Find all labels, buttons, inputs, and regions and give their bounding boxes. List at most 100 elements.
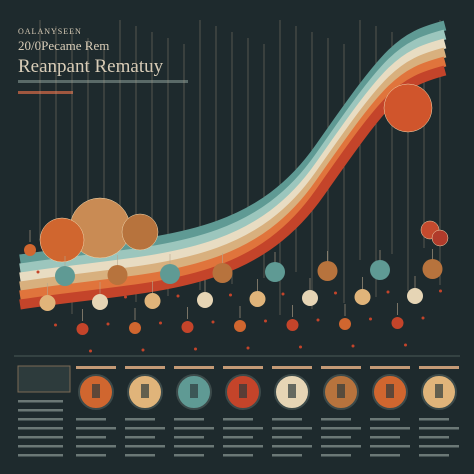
ornament [422,259,443,279]
legend-text [18,445,63,448]
panel-header [76,366,116,369]
caption-line [18,91,73,94]
panel-icon [288,384,296,398]
ornament [339,318,351,330]
ornament [354,289,371,305]
sphere [383,83,433,133]
panel-header [223,366,263,369]
dot [159,321,162,325]
panel-text [223,445,263,448]
panel-text [419,436,449,439]
panel-text [321,427,361,430]
panel-text [174,436,204,439]
panel-text [223,454,253,457]
caption-line [18,80,188,83]
dot [106,322,110,326]
legend-text [18,436,63,439]
sphere [431,229,449,247]
panel-text [125,427,165,430]
panel-text [272,418,302,421]
dot [369,317,372,321]
panel-text [174,427,214,430]
panel-text [76,445,116,448]
panel-text [223,436,253,439]
dot [281,292,285,296]
ornament [249,291,266,307]
legend-text [18,454,63,457]
panel-header [125,366,165,369]
dot [299,345,302,349]
dot [246,346,250,350]
ornament [317,261,338,281]
band-stripe [19,38,447,283]
ornament [370,260,390,280]
ornament [144,293,161,309]
dot [176,294,180,298]
panel-text [419,445,459,448]
panel-text [272,427,312,430]
panel-icon [92,384,100,398]
ornament [55,266,75,286]
panel-text [76,418,106,421]
sphere [121,213,159,251]
legend-text [18,409,63,412]
ornament [407,288,423,304]
dot [386,290,390,294]
ornament [24,244,36,256]
panel-text [76,454,106,457]
dot [421,316,425,320]
panel-text [125,418,155,421]
panel-text [174,418,204,421]
panel-icon [190,384,198,398]
panel-text [125,436,155,439]
ornament [76,323,89,335]
dot [141,348,145,352]
dot [264,319,267,323]
panel-text [272,436,302,439]
subtitle: 20/0Pecame Rem [18,38,109,53]
panel-text [174,445,214,448]
ornament [129,322,141,334]
dot [316,318,320,322]
panel-text [419,418,449,421]
panel-text [419,454,449,457]
panel-header [370,366,410,369]
dot [404,343,407,347]
ornament [302,290,318,306]
panel-text [370,454,400,457]
sphere [39,217,85,263]
legend-box [17,365,71,393]
panel-text [370,445,410,448]
ornament [39,295,56,311]
panel-header [321,366,361,369]
panel-text [370,427,410,430]
dot [211,320,215,324]
legend-text [18,427,63,430]
dot [54,323,57,327]
ornament [286,319,299,331]
panel-text [321,445,361,448]
ornament [234,320,246,332]
dot [36,270,40,274]
panel-text [272,445,312,448]
panel-text [321,418,351,421]
dot [439,289,442,293]
panel-icon [141,384,149,398]
band-stripe [19,29,447,274]
panel-text [125,445,165,448]
panel-text [125,454,155,457]
panel-icon [435,384,443,398]
panel-text [223,418,253,421]
ornament [391,317,404,329]
panel-icon [337,384,345,398]
dot [229,293,232,297]
panel-text [370,418,400,421]
panel-text [223,427,263,430]
dot [351,344,355,348]
legend-text [18,400,63,403]
panel-text [419,427,459,430]
ornament [107,265,128,285]
ornament [181,321,194,333]
panel-text [272,454,302,457]
ornament [92,294,108,310]
